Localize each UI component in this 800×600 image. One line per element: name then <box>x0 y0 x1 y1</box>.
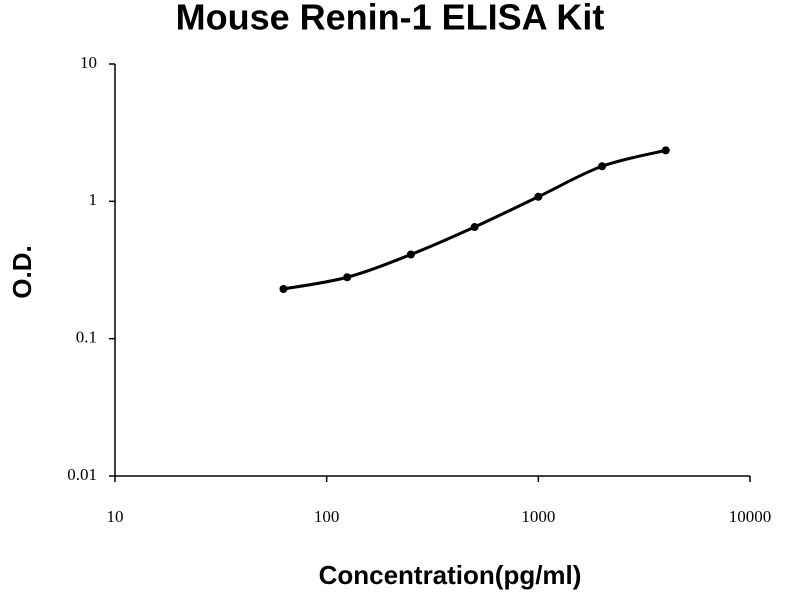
x-tick-label: 10 <box>107 507 124 526</box>
data-point <box>470 223 479 232</box>
x-tick-label: 100 <box>314 507 340 526</box>
y-tick-label: 0.01 <box>67 465 97 484</box>
y-tick-label: 10 <box>80 53 97 72</box>
y-tick-label: 1 <box>89 190 98 209</box>
x-axis-label: Concentration(pg/ml) <box>319 560 582 590</box>
x-tick-label: 1000 <box>521 507 555 526</box>
data-point <box>343 273 352 282</box>
data-point <box>279 284 288 293</box>
y-axis-label: O.D. <box>7 245 37 298</box>
data-point <box>406 250 415 259</box>
data-point <box>661 146 670 155</box>
data-point <box>598 162 607 171</box>
y-tick-label: 0.1 <box>76 328 97 347</box>
fit-line <box>283 148 667 291</box>
data-point <box>534 192 543 201</box>
chart-title: Mouse Renin-1 ELISA Kit <box>176 0 605 38</box>
x-tick-label: 10000 <box>729 507 772 526</box>
